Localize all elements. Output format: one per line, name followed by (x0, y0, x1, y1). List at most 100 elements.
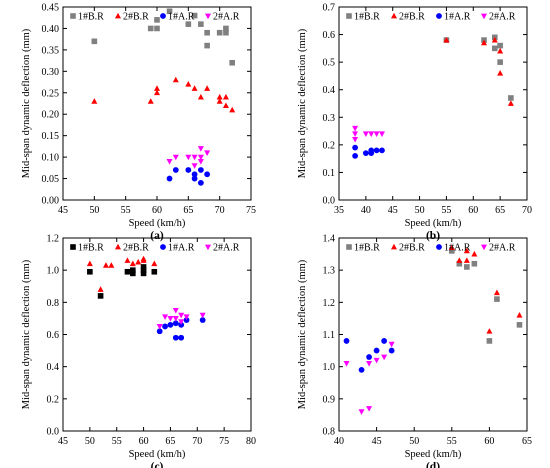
data-point (443, 36, 450, 43)
y-tick-label: 0.0 (47, 427, 60, 438)
data-point (156, 328, 163, 335)
legend-label: 2#B.R (399, 243, 425, 254)
data-point (166, 175, 173, 182)
x-tick-label: 55 (112, 436, 122, 447)
legend-marker (115, 12, 121, 19)
panel-b: 35 40 45 50 55 60 65 70 0.0 0.1 0.2 0.3 0.4 0.5 0.6 0.7… (297, 3, 532, 243)
data-point (352, 152, 359, 159)
x-tick-label: 65 (522, 436, 532, 447)
legend-marker (481, 13, 487, 20)
data-point (507, 100, 514, 106)
data-point (352, 131, 359, 138)
data-point (223, 25, 229, 32)
plot-frame (338, 6, 528, 201)
data-point (491, 36, 498, 43)
series-1br (449, 248, 523, 344)
data-point (378, 131, 385, 138)
data-point (172, 167, 179, 173)
y-tick-label: 0.4 (47, 362, 60, 373)
data-point (497, 42, 503, 49)
y-tick-label: 0.3 (323, 113, 336, 124)
legend-label: 1#B.R (354, 243, 380, 254)
data-point (463, 257, 470, 263)
data-point (178, 312, 185, 319)
data-point (154, 89, 160, 96)
data-point (204, 29, 210, 36)
data-point (185, 81, 192, 87)
x-tick-label: 65 (495, 205, 505, 216)
data-point (464, 264, 470, 270)
y-tick-label: 0.6 (323, 30, 336, 41)
data-point (373, 347, 380, 354)
legend-label: 1#B.R (78, 12, 104, 23)
legend-label: 1#A.R (444, 243, 471, 254)
data-point (204, 42, 210, 49)
x-tick-label: 75 (246, 205, 256, 216)
series-2ar (166, 146, 211, 169)
x-tick-label: 50 (415, 205, 425, 216)
legend-marker (205, 244, 211, 251)
y-tick-label: 1.2 (47, 234, 60, 245)
data-point (191, 12, 198, 19)
legend: 1#B.R 2#B.R 1#A.R 2#A.R (346, 243, 516, 254)
x-tick-label: 35 (334, 205, 344, 216)
data-point (167, 316, 174, 322)
series-1ar (352, 144, 385, 159)
legend-label: 1#A.R (168, 243, 195, 254)
legend-marker (160, 13, 166, 19)
data-point (197, 93, 204, 100)
y-tick-label: 0.8 (47, 298, 60, 309)
legend-label: 2#B.R (399, 12, 425, 23)
x-axis-label: Speed (km/h) (129, 218, 186, 229)
data-point (197, 159, 204, 165)
y-tick-label: 0.05 (42, 174, 60, 185)
x-tick-label: 45 (58, 436, 68, 447)
data-point (358, 409, 365, 415)
y-axis-label: Mid-span dynamic deflection (mm) (297, 28, 308, 178)
y-tick-label: 0.25 (42, 88, 60, 99)
y-tick-label: 0.00 (42, 196, 60, 207)
data-point (229, 106, 236, 113)
y-axis-label: Mid-span dynamic deflection (mm) (21, 259, 32, 409)
y-axis-label: Mid-span dynamic deflection (mm) (21, 28, 32, 178)
legend-label: 2#A.R (213, 243, 240, 254)
data-point (183, 317, 190, 323)
data-point (130, 267, 136, 273)
data-point (222, 93, 229, 100)
data-point (216, 98, 223, 104)
y-tick-label: 0.7 (323, 3, 336, 14)
data-point (102, 262, 109, 268)
y-tick-label: 0.45 (42, 3, 60, 14)
data-point (172, 307, 179, 314)
data-point (373, 131, 380, 138)
y-tick-label: 0.5 (323, 58, 336, 69)
data-point (162, 314, 169, 321)
data-point (185, 21, 192, 27)
panel-label: (b) (426, 230, 440, 242)
data-point (223, 29, 229, 36)
y-tick-label: 0.15 (42, 131, 60, 142)
x-tick-label: 65 (183, 205, 193, 216)
data-point (108, 262, 115, 268)
data-point (366, 406, 373, 412)
y-tick-label: 0.4 (323, 85, 336, 96)
series-1br (443, 34, 514, 101)
y-tick-label: 0.0 (323, 196, 336, 207)
data-point (486, 328, 493, 334)
y-tick-label: 0.2 (323, 140, 336, 151)
x-axis-label: Speed (km/h) (129, 449, 186, 460)
data-point (91, 98, 98, 104)
data-point (154, 17, 160, 23)
y-tick-label: 0.35 (42, 45, 60, 56)
y-tick-label: 0.8 (323, 427, 336, 438)
x-tick-label: 70 (215, 205, 225, 216)
data-point (197, 167, 204, 173)
data-point (358, 366, 365, 373)
y-tick-label: 1.0 (47, 266, 60, 277)
y-tick-label: 0.30 (42, 67, 60, 78)
x-tick-label: 45 (58, 205, 68, 216)
data-point (352, 144, 359, 151)
data-point (362, 150, 369, 157)
data-point (86, 260, 93, 267)
